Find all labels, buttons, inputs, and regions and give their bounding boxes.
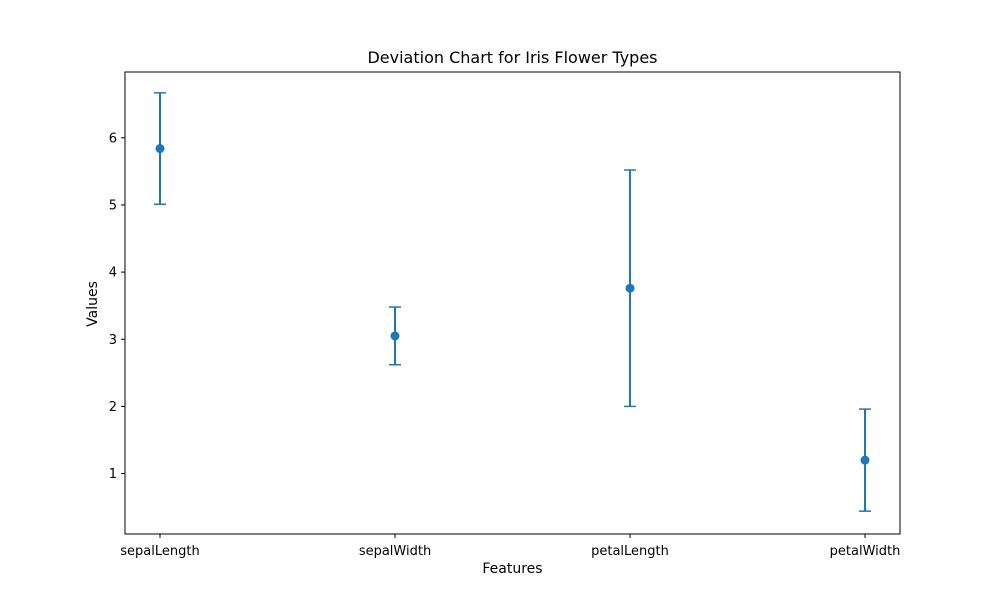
y-tick-label: 1 [109,467,117,482]
y-tick-label: 5 [109,198,117,213]
axes-frame [124,71,901,535]
x-tick-label: sepalLength [120,544,199,559]
x-tick-label: petalWidth [830,544,901,559]
data-point [155,144,165,154]
chart-title: Deviation Chart for Iris Flower Types [367,48,658,67]
x-axis-label: Features [482,561,543,577]
y-tick-label: 6 [109,131,117,146]
y-tick-label: 2 [109,400,117,415]
data-point [625,283,635,293]
y-tick-label: 4 [109,266,117,281]
x-tick-label: petalLength [591,544,669,559]
data-point [860,455,870,465]
x-tick-label: sepalWidth [359,544,431,559]
data-point [390,331,400,341]
y-tick-label: 3 [109,333,117,348]
